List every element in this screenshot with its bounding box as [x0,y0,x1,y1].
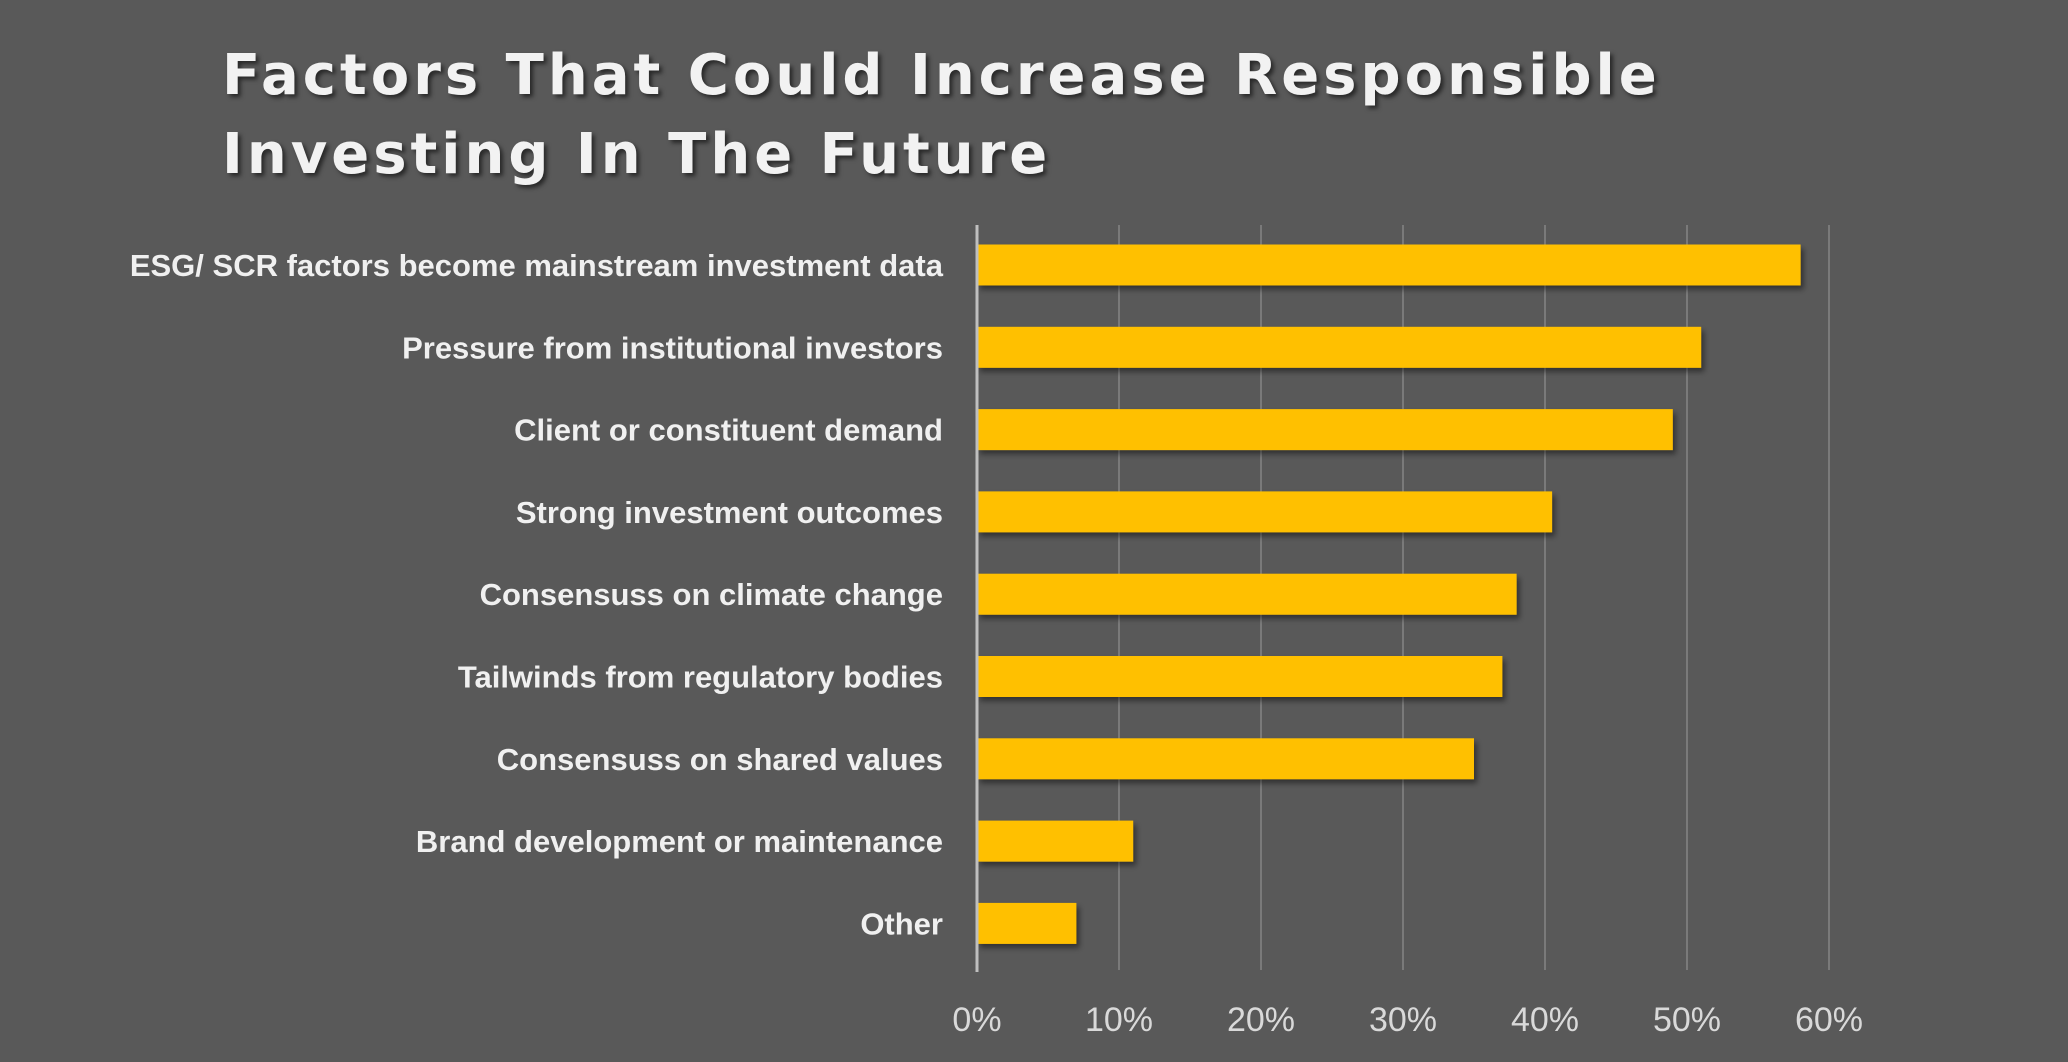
x-tick-label: 0% [952,1001,1001,1039]
category-label: Client or constituent demand [514,413,943,448]
bar [977,656,1503,697]
category-label: Other [860,906,943,941]
x-tick-label: 20% [1227,1001,1295,1039]
bar [977,326,1702,368]
category-label: Pressure from institutional investors [402,330,943,365]
x-tick-label: 60% [1795,1001,1863,1039]
category-labels: ESG/ SCR factors become mainstream inves… [130,248,944,941]
bar [977,244,1801,286]
x-tick-label: 40% [1511,1001,1579,1039]
bar [977,491,1553,533]
category-label: Tailwinds from regulatory bodies [458,660,943,695]
x-axis-ticks: 0% 10% 20% 30% 40% 50% 60% [952,1001,1863,1039]
bar [977,573,1517,615]
category-label: Consensuss on shared values [497,742,943,777]
x-tick-label: 50% [1653,1001,1721,1039]
category-label: Consensuss on climate change [480,577,943,612]
bar [977,820,1134,862]
x-tick-label: 10% [1085,1001,1153,1039]
bars [977,244,1801,944]
category-label: ESG/ SCR factors become mainstream inves… [130,248,944,283]
category-label: Brand development or maintenance [416,824,943,859]
category-label: Strong investment outcomes [516,495,943,530]
bar [977,902,1077,944]
x-tick-label: 30% [1369,1001,1437,1039]
bar [977,738,1474,780]
chart-title: Factors That Could Increase Responsible … [222,43,1661,187]
bar [977,409,1673,451]
